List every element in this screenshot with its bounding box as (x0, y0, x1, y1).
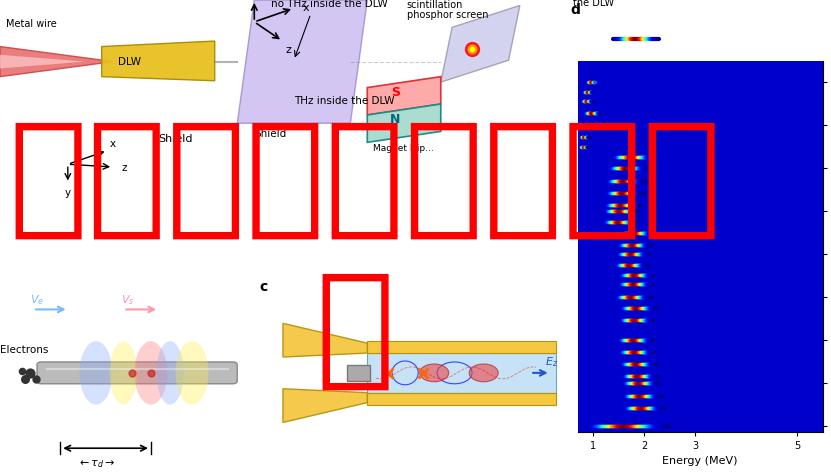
Point (23, 369, 37, 377)
Polygon shape (101, 41, 214, 81)
Ellipse shape (110, 341, 137, 405)
FancyBboxPatch shape (37, 362, 237, 384)
Text: N: N (391, 113, 401, 126)
Polygon shape (367, 76, 440, 115)
Text: S: S (391, 86, 400, 99)
Polygon shape (0, 47, 113, 76)
Text: 农业科普文章，农业: 农业科普文章，农业 (8, 116, 721, 243)
Ellipse shape (156, 341, 184, 405)
Ellipse shape (420, 364, 449, 382)
Text: THz inside the DLW: THz inside the DLW (294, 96, 395, 106)
Text: c: c (259, 280, 268, 294)
Text: Shield: Shield (254, 129, 287, 139)
Polygon shape (283, 389, 367, 422)
Text: no THz inside
the DLW: no THz inside the DLW (573, 0, 638, 8)
Text: Electrons: Electrons (0, 345, 48, 355)
Point (18, 375, 32, 383)
Text: d: d (570, 3, 580, 17)
Text: $\leftarrow \tau_d \rightarrow$: $\leftarrow \tau_d \rightarrow$ (76, 458, 116, 470)
Polygon shape (440, 6, 520, 82)
Polygon shape (238, 0, 367, 123)
Text: z: z (285, 45, 291, 55)
Text: Metal wire: Metal wire (6, 19, 57, 29)
Text: phosphor screen: phosphor screen (407, 10, 489, 20)
Ellipse shape (175, 341, 209, 405)
X-axis label: Energy (MeV): Energy (MeV) (662, 456, 738, 466)
Ellipse shape (469, 364, 498, 382)
Text: 科: 科 (316, 267, 395, 394)
Text: x: x (111, 139, 116, 149)
Text: Shield: Shield (158, 135, 193, 144)
FancyBboxPatch shape (367, 393, 556, 405)
FancyBboxPatch shape (367, 341, 556, 353)
Polygon shape (283, 323, 367, 357)
Text: z: z (121, 162, 127, 173)
Text: $E_z$: $E_z$ (544, 355, 558, 369)
FancyBboxPatch shape (367, 353, 556, 393)
Point (15, 367, 28, 375)
Text: DLW: DLW (119, 57, 141, 67)
Text: x: x (302, 3, 309, 13)
Polygon shape (0, 55, 85, 68)
Point (29, 375, 42, 383)
Text: y: y (65, 187, 71, 197)
Ellipse shape (80, 341, 112, 405)
Ellipse shape (135, 341, 167, 405)
Text: no THz inside the DLW: no THz inside the DLW (271, 0, 388, 9)
FancyBboxPatch shape (347, 365, 371, 381)
Text: $V_s$: $V_s$ (120, 294, 134, 307)
Text: scintillation: scintillation (407, 0, 463, 10)
Text: Magnet Dip...: Magnet Dip... (373, 143, 434, 152)
Text: $V_e$: $V_e$ (30, 294, 44, 307)
Polygon shape (367, 104, 440, 143)
